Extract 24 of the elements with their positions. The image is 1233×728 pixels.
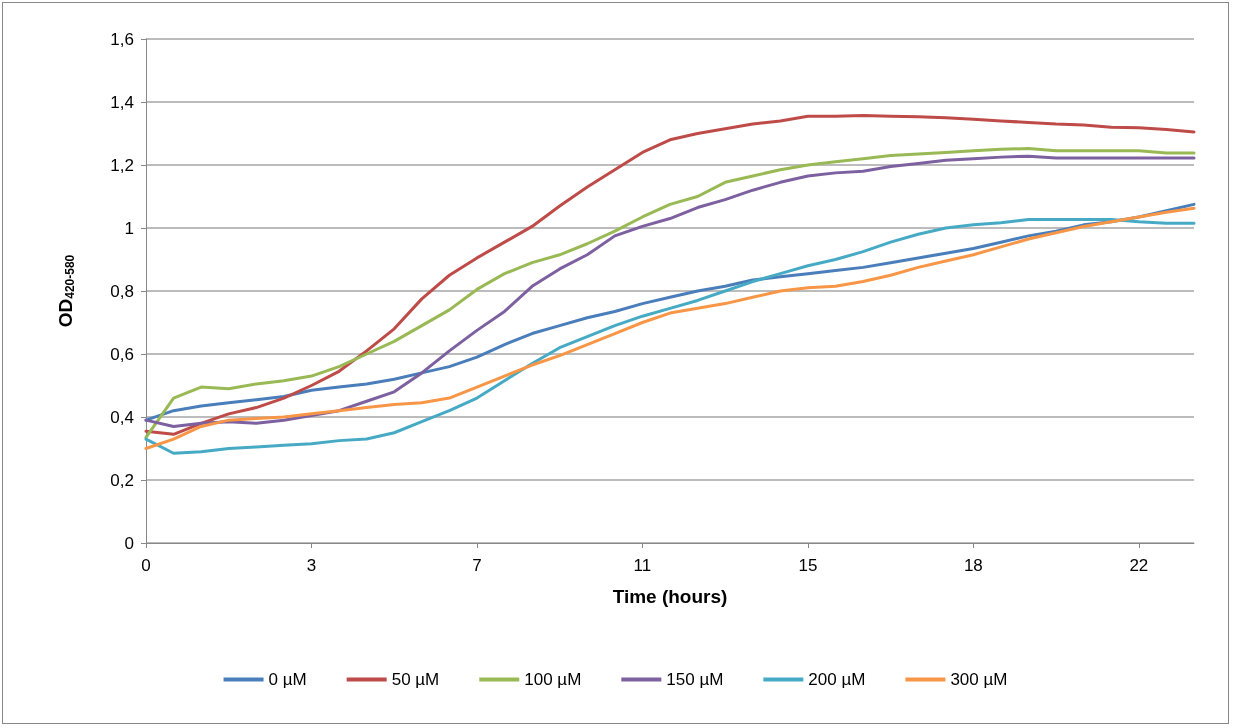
legend-label: 50 µM — [391, 670, 440, 689]
y-tick-label: 1,4 — [110, 92, 134, 112]
legend-label: 300 µM — [950, 670, 1008, 689]
legend-label: 200 µM — [808, 670, 866, 689]
y-tick-label: 0,6 — [110, 344, 134, 364]
x-tick-label: 11 — [633, 556, 652, 575]
y-tick-label: 0,2 — [110, 470, 134, 490]
y-axis-title: OD420-580 — [54, 254, 77, 328]
legend-label: 0 µM — [268, 670, 307, 689]
y-tick-label: 0,8 — [110, 281, 134, 301]
legend-label: 100 µM — [524, 670, 582, 689]
x-tick-label: 3 — [306, 556, 317, 575]
y-tick-label: 1,2 — [110, 155, 134, 175]
x-tick-label: 15 — [798, 556, 818, 575]
legend-label: 150 µM — [666, 670, 724, 689]
y-tick-label: 1 — [124, 218, 134, 238]
x-axis-title: Time (hours) — [612, 586, 728, 607]
x-tick-label: 18 — [963, 556, 983, 575]
x-tick-label: 22 — [1129, 556, 1149, 575]
y-tick-label: 0 — [124, 533, 134, 553]
y-tick-label: 0,4 — [110, 407, 134, 427]
x-tick-label: 0 — [141, 556, 151, 575]
y-tick-label: 1,6 — [110, 29, 134, 49]
x-tick-label: 7 — [472, 556, 482, 575]
